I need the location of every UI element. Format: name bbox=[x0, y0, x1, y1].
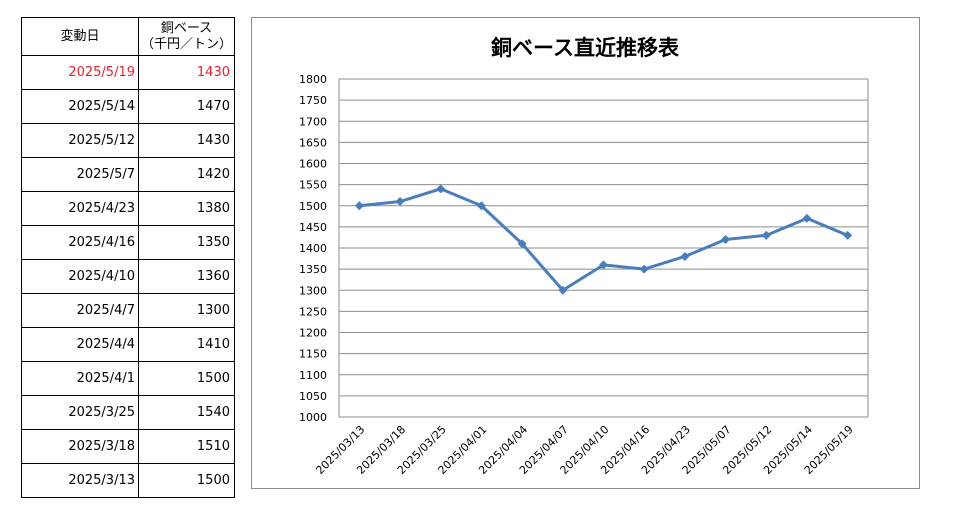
data-point bbox=[639, 264, 649, 274]
y-tick-label: 1100 bbox=[299, 369, 327, 382]
row-date: 2025/4/23 bbox=[21, 191, 139, 226]
row-date: 2025/5/19 bbox=[21, 55, 139, 90]
data-point bbox=[436, 184, 446, 194]
y-tick-label: 1650 bbox=[299, 136, 327, 149]
row-price: 1380 bbox=[138, 191, 235, 226]
data-point bbox=[721, 235, 731, 245]
data-point bbox=[761, 230, 771, 240]
table-body: 2025/5/19 1430 2025/5/14 1470 2025/5/12 1430 2… bbox=[21, 55, 235, 498]
line-chart: 銅ベース直近推移表 1000 1050 1100 1150 1200 1250 1300 13… bbox=[299, 36, 869, 477]
row-date: 2025/3/18 bbox=[21, 429, 139, 464]
y-tick-label: 1050 bbox=[299, 390, 327, 403]
table-row: 2025/5/14 1470 bbox=[21, 89, 235, 124]
header-price: 銅ベース （千円／トン） bbox=[138, 17, 235, 56]
row-price: 1540 bbox=[138, 395, 235, 430]
data-point bbox=[517, 239, 527, 249]
y-axis-ticks: 1000 1050 1100 1150 1200 1250 1300 1350 1400 1450… bbox=[299, 73, 327, 424]
row-price: 1470 bbox=[138, 89, 235, 124]
y-tick-label: 1600 bbox=[299, 158, 327, 171]
table-row: 2025/4/4 1410 bbox=[21, 327, 235, 362]
y-tick-label: 1400 bbox=[299, 242, 327, 255]
y-tick-label: 1800 bbox=[299, 73, 327, 86]
data-point bbox=[680, 251, 690, 261]
data-point bbox=[476, 201, 486, 211]
row-price: 1300 bbox=[138, 293, 235, 328]
y-tick-label: 1250 bbox=[299, 305, 327, 318]
table-row: 2025/5/19 1430 bbox=[21, 55, 235, 90]
grid-lines bbox=[338, 78, 869, 418]
y-tick-label: 1350 bbox=[299, 263, 327, 276]
row-price: 1430 bbox=[138, 123, 235, 158]
table-row: 2025/5/12 1430 bbox=[21, 123, 235, 158]
row-price: 1350 bbox=[138, 225, 235, 260]
y-tick-label: 1000 bbox=[299, 411, 327, 424]
series-layer bbox=[354, 184, 853, 295]
chart-title: 銅ベース直近推移表 bbox=[491, 36, 680, 60]
row-date: 2025/5/7 bbox=[21, 157, 139, 192]
y-tick-label: 1200 bbox=[299, 327, 327, 340]
row-date: 2025/3/13 bbox=[21, 463, 139, 498]
table-row: 2025/4/7 1300 bbox=[21, 293, 235, 328]
table-row: 2025/4/1 1500 bbox=[21, 361, 235, 396]
row-price: 1500 bbox=[138, 463, 235, 498]
row-date: 2025/4/4 bbox=[21, 327, 139, 362]
y-tick-label: 1300 bbox=[299, 284, 327, 297]
table-row: 2025/4/16 1350 bbox=[21, 225, 235, 260]
row-price: 1500 bbox=[138, 361, 235, 396]
data-point bbox=[843, 230, 853, 240]
y-tick-label: 1750 bbox=[299, 94, 327, 107]
row-date: 2025/4/10 bbox=[21, 259, 139, 294]
row-date: 2025/5/12 bbox=[21, 123, 139, 158]
header-date: 変動日 bbox=[21, 17, 139, 56]
table-row: 2025/4/10 1360 bbox=[21, 259, 235, 294]
copper-price-table: 変動日 銅ベース （千円／トン） 2025/5/19 1430 2025/5/14 1… bbox=[21, 17, 235, 498]
y-tick-label: 1500 bbox=[299, 200, 327, 213]
row-date: 2025/3/25 bbox=[21, 395, 139, 430]
x-axis-ticks: 2025/03/132025/03/182025/03/252025/04/01… bbox=[313, 423, 855, 477]
header-price-line2: （千円／トン） bbox=[140, 36, 232, 52]
data-point bbox=[395, 197, 405, 207]
y-tick-label: 1550 bbox=[299, 179, 327, 192]
row-price: 1420 bbox=[138, 157, 235, 192]
data-point bbox=[802, 213, 812, 223]
row-price: 1510 bbox=[138, 429, 235, 464]
table-row: 2025/5/7 1420 bbox=[21, 157, 235, 192]
table-header-row: 変動日 銅ベース （千円／トン） bbox=[21, 17, 235, 56]
row-date: 2025/5/14 bbox=[21, 89, 139, 124]
data-point bbox=[354, 201, 364, 211]
y-tick-label: 1150 bbox=[299, 348, 327, 361]
row-price: 1410 bbox=[138, 327, 235, 362]
y-tick-label: 1700 bbox=[299, 115, 327, 128]
row-date: 2025/4/16 bbox=[21, 225, 139, 260]
y-tick-label: 1450 bbox=[299, 221, 327, 234]
data-point bbox=[599, 260, 608, 270]
row-date: 2025/4/7 bbox=[21, 293, 139, 328]
data-point bbox=[558, 285, 568, 295]
header-price-line1: 銅ベース bbox=[160, 20, 213, 36]
row-date: 2025/4/1 bbox=[21, 361, 139, 396]
row-price: 1360 bbox=[138, 259, 235, 294]
chart-area: 銅ベース直近推移表 1000 1050 1100 1150 1200 1250 1300 13… bbox=[251, 17, 920, 489]
row-price: 1430 bbox=[138, 55, 235, 90]
series-line bbox=[359, 187, 849, 292]
table-row: 2025/3/13 1500 bbox=[21, 463, 235, 498]
table-row: 2025/4/23 1380 bbox=[21, 191, 235, 226]
table-row: 2025/3/25 1540 bbox=[21, 395, 235, 430]
table-row: 2025/3/18 1510 bbox=[21, 429, 235, 464]
